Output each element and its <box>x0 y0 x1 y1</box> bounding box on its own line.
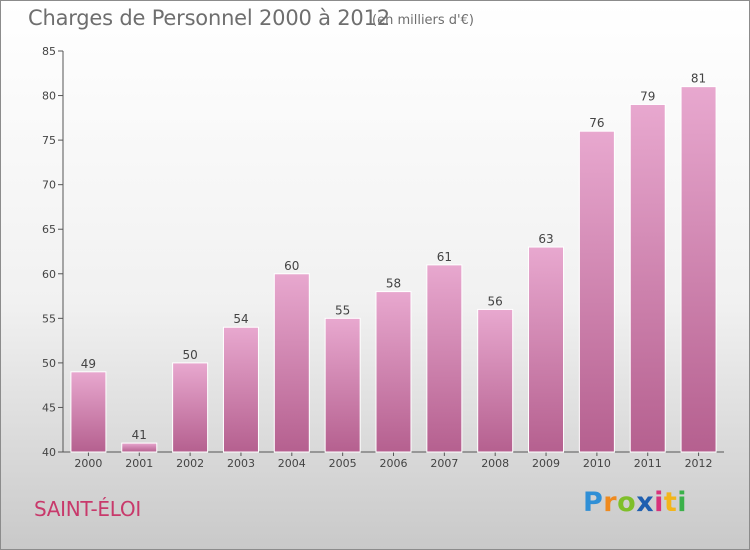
y-tick-label: 65 <box>42 223 56 236</box>
y-tick-label: 40 <box>42 446 56 459</box>
data-label: 61 <box>437 250 452 264</box>
bar <box>222 326 259 453</box>
data-label: 41 <box>132 428 147 442</box>
bar <box>528 246 565 453</box>
city-name: SAINT-ÉLOI <box>34 497 141 521</box>
data-label: 79 <box>640 89 655 103</box>
x-tick-label: 2010 <box>583 457 611 470</box>
x-tick-label: 2007 <box>430 457 458 470</box>
x-tick-label: 2009 <box>532 457 560 470</box>
y-tick-label: 45 <box>42 401 56 414</box>
proxiti-logo: Proxiti <box>583 487 688 518</box>
bar <box>172 362 209 453</box>
bar <box>426 264 463 453</box>
bar <box>324 317 361 453</box>
bar <box>680 86 717 453</box>
y-tick-label: 55 <box>42 312 56 325</box>
bar <box>578 130 615 453</box>
x-tick-label: 2000 <box>74 457 102 470</box>
data-label: 81 <box>691 72 706 86</box>
data-label: 54 <box>233 312 248 326</box>
x-tick-label: 2008 <box>481 457 509 470</box>
bar <box>273 273 310 453</box>
x-tick-label: 2003 <box>227 457 255 470</box>
data-label: 49 <box>81 357 96 371</box>
y-tick-label: 70 <box>42 179 56 192</box>
x-tick-label: 2001 <box>125 457 153 470</box>
y-tick-label: 50 <box>42 357 56 370</box>
y-tick-label: 60 <box>42 268 56 281</box>
data-label: 60 <box>284 259 299 273</box>
x-tick-label: 2002 <box>176 457 204 470</box>
x-tick-label: 2006 <box>380 457 408 470</box>
x-tick-label: 2012 <box>685 457 713 470</box>
bar <box>477 308 514 453</box>
data-label: 50 <box>182 348 197 362</box>
y-tick-label: 75 <box>42 134 56 147</box>
data-label: 55 <box>335 303 350 317</box>
data-label: 56 <box>488 294 503 308</box>
data-label: 63 <box>538 232 553 246</box>
data-label: 58 <box>386 277 401 291</box>
bars <box>70 86 717 453</box>
bar <box>70 371 107 453</box>
x-tick-label: 2011 <box>634 457 662 470</box>
y-axis: 40 45 50 55 60 65 70 75 80 85 <box>42 45 64 459</box>
chart-unit: (en milliers d'€) <box>372 13 474 28</box>
x-tick-label: 2005 <box>329 457 357 470</box>
chart-title: Charges de Personnel 2000 à 2012 <box>28 6 390 30</box>
bar <box>121 442 158 453</box>
bar <box>629 103 666 453</box>
x-tick-label: 2004 <box>278 457 306 470</box>
bar <box>375 291 412 453</box>
y-tick-label: 80 <box>42 90 56 103</box>
y-tick-label: 85 <box>42 45 56 58</box>
data-labels: 49 41 50 54 60 55 58 61 56 63 76 79 81 <box>81 72 706 442</box>
x-axis: 2000 2001 2002 2003 2004 2005 2006 2007 2008 2009… <box>63 451 724 470</box>
data-label: 76 <box>589 116 604 130</box>
